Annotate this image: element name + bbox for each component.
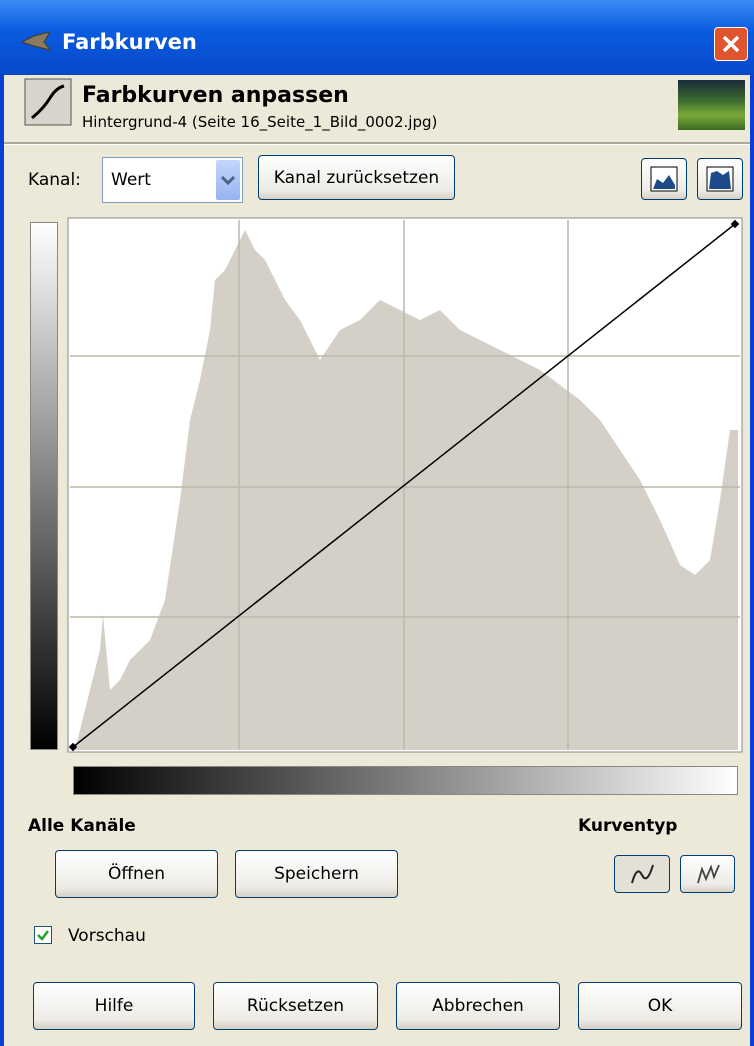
curves-icon [24,78,72,126]
freehand-curve-button[interactable] [680,855,735,893]
smooth-curve-button[interactable] [614,855,670,893]
image-thumbnail [678,80,745,130]
preview-label: Vorschau [68,926,146,946]
combo-arrow[interactable] [216,160,240,200]
cancel-button[interactable]: Abbrechen [396,982,560,1030]
output-gradient [30,222,58,750]
save-button[interactable]: Speichern [235,850,398,898]
curve-type-label: Kurventyp [578,816,678,836]
channel-value: Wert [111,170,151,190]
window-title: Farbkurven [62,30,197,54]
title-bar: Farbkurven [0,0,754,75]
input-gradient [73,766,738,795]
help-button[interactable]: Hilfe [33,982,195,1030]
curve [72,223,736,748]
channel-reset-button[interactable]: Kanal zurücksetzen [258,155,455,200]
app-icon [20,31,52,51]
checkmark [37,930,49,941]
close-button[interactable] [714,27,748,61]
channel-combo[interactable]: Wert [102,157,243,203]
header-title: Farbkurven anpassen [82,83,349,108]
histogram [75,230,738,750]
log-histogram-button[interactable] [697,158,743,200]
separator [4,142,750,145]
header-subtitle: Hintergrund-4 (Seite 16_Seite_1_Bild_000… [82,113,438,131]
open-button[interactable]: Öffnen [55,850,218,898]
preview-checkbox[interactable] [34,926,52,944]
channel-label: Kanal: [28,170,81,190]
reset-button[interactable]: Rücksetzen [213,982,378,1030]
linear-histogram-button[interactable] [641,158,687,200]
all-channels-label: Alle Kanäle [28,816,136,836]
curve-graph[interactable] [66,216,746,756]
ok-button[interactable]: OK [578,982,742,1030]
